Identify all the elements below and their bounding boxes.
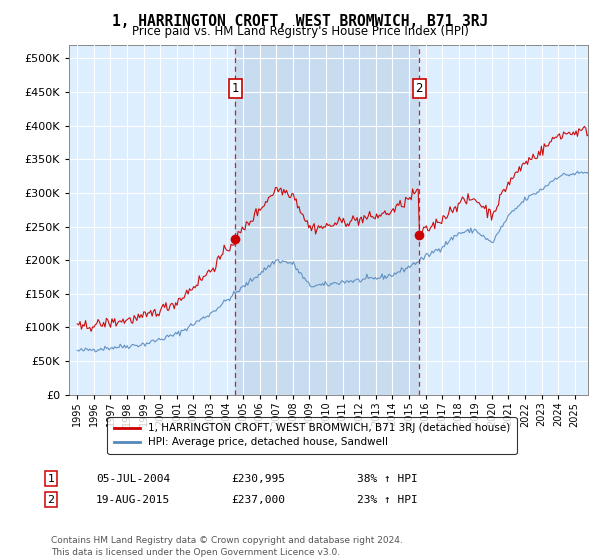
Text: 1: 1 bbox=[47, 474, 55, 484]
Text: 05-JUL-2004: 05-JUL-2004 bbox=[96, 474, 170, 484]
Bar bbox=[235, 45, 419, 395]
Text: 1, HARRINGTON CROFT, WEST BROMWICH, B71 3RJ: 1, HARRINGTON CROFT, WEST BROMWICH, B71 … bbox=[112, 14, 488, 29]
Text: 1: 1 bbox=[232, 82, 239, 95]
Text: £230,995: £230,995 bbox=[231, 474, 285, 484]
Text: 23% ↑ HPI: 23% ↑ HPI bbox=[357, 494, 418, 505]
Text: Contains HM Land Registry data © Crown copyright and database right 2024.
This d: Contains HM Land Registry data © Crown c… bbox=[51, 536, 403, 557]
Text: 38% ↑ HPI: 38% ↑ HPI bbox=[357, 474, 418, 484]
Text: 2: 2 bbox=[47, 494, 55, 505]
Text: 19-AUG-2015: 19-AUG-2015 bbox=[96, 494, 170, 505]
Legend: 1, HARRINGTON CROFT, WEST BROMWICH, B71 3RJ (detached house), HPI: Average price: 1, HARRINGTON CROFT, WEST BROMWICH, B71 … bbox=[107, 417, 517, 454]
Text: 2: 2 bbox=[416, 82, 423, 95]
Text: £237,000: £237,000 bbox=[231, 494, 285, 505]
Text: Price paid vs. HM Land Registry's House Price Index (HPI): Price paid vs. HM Land Registry's House … bbox=[131, 25, 469, 38]
